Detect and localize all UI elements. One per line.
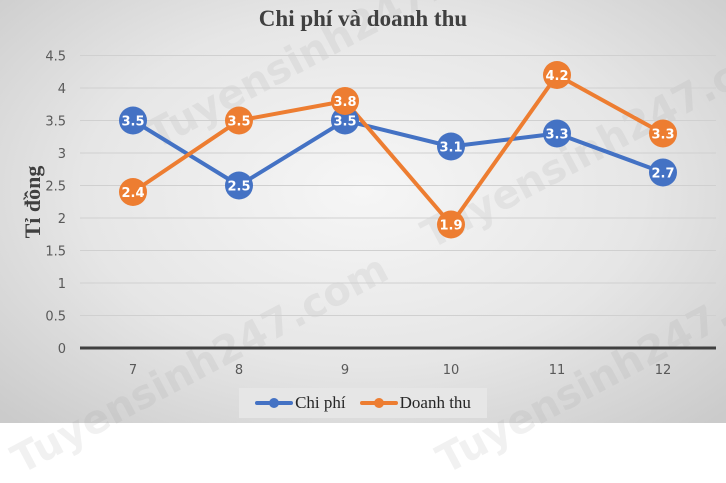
point-marker [119,178,147,206]
data-point[interactable]: 3.5 [225,106,253,135]
data-label: 2.7 [651,167,674,182]
line-marker-icon [255,398,294,408]
data-label: 3.3 [545,128,568,143]
data-label: 3.1 [439,141,462,156]
x-tick-label: 10 [443,363,460,378]
y-tick-label: 1.5 [45,245,66,260]
x-tick-label: 9 [341,363,349,378]
data-point[interactable]: 3.1 [437,132,465,161]
series-line [131,118,664,188]
y-tick-label: 4.5 [45,50,66,65]
point-marker [543,61,571,89]
y-tick-label: 2 [58,212,66,227]
data-label: 3.3 [651,128,674,143]
line-marker-icon [359,398,398,408]
point-marker [225,171,253,200]
legend-label: Chi phí [295,393,346,412]
plot-area: 00.511.522.533.544.5 7 8 9 10 11 12 3.52.53.5… [45,50,716,378]
point-marker [649,119,677,148]
chart-title: Chi phí và doanh thu [258,6,468,31]
data-label: 2.5 [227,180,250,195]
data-label: 4.2 [545,69,568,84]
point-marker [225,106,253,135]
legend: Chi phí Doanh thu [239,388,487,418]
data-point[interactable]: 3.5 [119,106,147,135]
data-label: 3.5 [333,115,356,130]
legend-label: Doanh thu [399,393,471,412]
x-tick-label: 8 [235,363,243,378]
x-tick-label: 12 [655,363,672,378]
gridlines [80,55,716,350]
y-tick-label: 2.5 [45,180,66,195]
y-tick-label: 3 [58,147,66,162]
point-marker [437,210,465,239]
point-marker [543,119,571,148]
point-marker [331,106,359,135]
x-tick-label: 7 [129,363,137,378]
y-axis-ticks: 0 0.5 1 1.5 2 2.5 3 3.5 4 4.5 [45,50,66,358]
point-marker [649,158,677,187]
data-label: 2.4 [121,186,144,201]
x-axis-ticks: 7 8 9 10 11 12 [129,363,671,378]
data-point[interactable]: 3.3 [649,119,677,148]
point-marker [437,132,465,161]
x-tick-label: 11 [549,363,566,378]
point-marker [331,87,359,115]
data-point[interactable]: 3.3 [543,119,571,148]
y-tick-label: 0.5 [45,310,66,325]
data-point[interactable]: 1.9 [437,210,465,239]
data-point[interactable]: 4.2 [543,61,571,89]
data-point[interactable]: 3.5 [331,106,359,135]
data-label: 1.9 [439,219,462,234]
y-tick-label: 4 [58,82,66,97]
legend-item-doanh-thu[interactable]: Doanh thu [359,393,471,413]
series-lines: 3.5 2.5 3.5 3.1 3.3 2.7 2.4 3.5 3.8 1.9 4.2 3.3 [119,61,677,239]
data-label: 3.5 [227,115,250,130]
series-line [131,73,664,227]
y-tick-label: 1 [58,277,66,292]
data-point[interactable]: 3.8 [331,87,359,115]
y-tick-label: 0 [58,342,66,357]
data-point[interactable]: 2.7 [649,158,677,187]
data-label: 3.8 [333,95,356,110]
data-point[interactable]: 2.5 [225,171,253,200]
legend-item-chi-phi[interactable]: Chi phí [255,393,346,413]
data-point[interactable]: 2.4 [119,178,147,206]
data-label: 3.5 [121,115,144,130]
y-tick-label: 3.5 [45,115,66,130]
point-marker [119,106,147,135]
